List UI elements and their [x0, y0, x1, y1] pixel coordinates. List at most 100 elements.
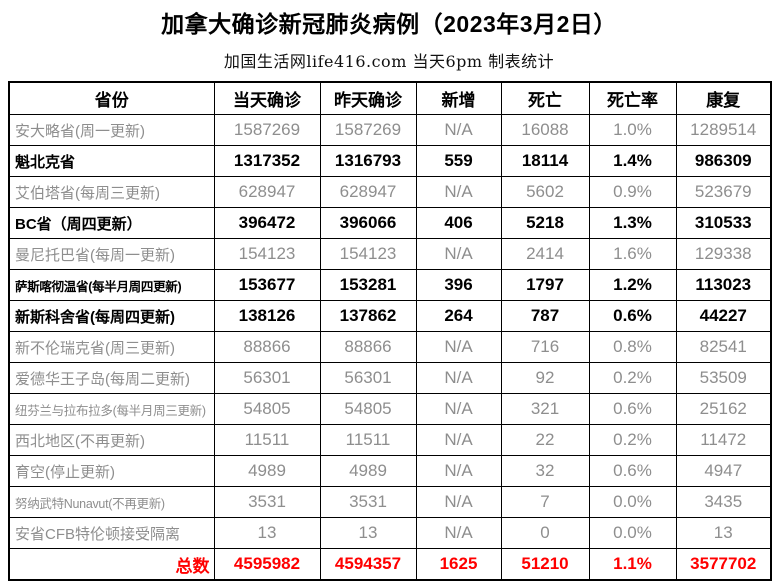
column-header-rate: 死亡率 [588, 81, 677, 115]
death-rate-cell: 0.9% [588, 176, 677, 208]
table-body: 安大略省(周一更新) 1587269 1587269 N/A 16088 1.0… [8, 114, 772, 549]
new-cases-cell: 406 [415, 207, 502, 239]
table-row: 安省CFB特伦顿接受隔离 13 13 N/A 0 0.0% 13 [8, 517, 772, 549]
deaths-cell: 321 [500, 393, 590, 425]
death-rate-cell: 0.8% [588, 331, 677, 363]
page-subtitle: 加国生活网life416.com 当天6pm 制表统计 [223, 52, 555, 71]
new-cases-cell: N/A [415, 455, 502, 487]
column-header-recovered: 康复 [675, 81, 772, 115]
deaths-cell: 7 [500, 486, 590, 518]
today-confirmed-cell: 56301 [213, 362, 321, 394]
yesterday-confirmed-cell: 56301 [319, 362, 417, 394]
yesterday-confirmed-cell: 396066 [319, 207, 417, 239]
total-rate-cell: 1.1% [588, 548, 677, 581]
today-confirmed-cell: 13 [213, 517, 321, 549]
table-row: 新不伦瑞克省(周三更新) 88866 88866 N/A 716 0.8% 82… [8, 331, 772, 363]
today-confirmed-cell: 153677 [213, 269, 321, 301]
today-confirmed-cell: 88866 [213, 331, 321, 363]
covid-cases-table: 省份 当天确诊 昨天确诊 新增 死亡 死亡率 康复 安大略省(周一更新) 158… [8, 81, 772, 581]
recovered-cell: 113023 [675, 269, 772, 301]
province-cell: 安省CFB特伦顿接受隔离 [8, 517, 215, 549]
deaths-cell: 787 [500, 300, 590, 332]
recovered-cell: 11472 [675, 424, 772, 456]
province-cell: 育空(停止更新) [8, 455, 215, 487]
table-row: 纽芬兰与拉布拉多(每半月周三更新) 54805 54805 N/A 321 0.… [8, 393, 772, 425]
death-rate-cell: 0.6% [588, 300, 677, 332]
deaths-cell: 16088 [500, 114, 590, 146]
table-footer: 总数 4595982 4594357 1625 51210 1.1% 35777… [8, 548, 772, 581]
header-row: 省份 当天确诊 昨天确诊 新增 死亡 死亡率 康复 [8, 81, 772, 115]
new-cases-cell: N/A [415, 362, 502, 394]
province-cell: 萨斯喀彻温省(每半月周四更新) [8, 269, 215, 301]
yesterday-confirmed-cell: 3531 [319, 486, 417, 518]
recovered-cell: 310533 [675, 207, 772, 239]
column-header-yesterday: 昨天确诊 [319, 81, 417, 115]
total-deaths-cell: 51210 [500, 548, 590, 581]
deaths-cell: 1797 [500, 269, 590, 301]
death-rate-cell: 1.2% [588, 269, 677, 301]
deaths-cell: 2414 [500, 238, 590, 270]
province-cell: 努纳武特Nunavut(不再更新) [8, 486, 215, 518]
province-cell: 新斯科舍省(每周四更新) [8, 300, 215, 332]
today-confirmed-cell: 138126 [213, 300, 321, 332]
new-cases-cell: N/A [415, 517, 502, 549]
recovered-cell: 13 [675, 517, 772, 549]
column-header-today: 当天确诊 [213, 81, 321, 115]
recovered-cell: 82541 [675, 331, 772, 363]
yesterday-confirmed-cell: 1587269 [319, 114, 417, 146]
province-cell: BC省（周四更新） [8, 207, 215, 239]
recovered-cell: 1289514 [675, 114, 772, 146]
yesterday-confirmed-cell: 153281 [319, 269, 417, 301]
yesterday-confirmed-cell: 4989 [319, 455, 417, 487]
province-cell: 魁北克省 [8, 145, 215, 177]
total-yesterday-cell: 4594357 [319, 548, 417, 581]
new-cases-cell: N/A [415, 114, 502, 146]
today-confirmed-cell: 396472 [213, 207, 321, 239]
yesterday-confirmed-cell: 628947 [319, 176, 417, 208]
table-row: 西北地区(不再更新) 11511 11511 N/A 22 0.2% 11472 [8, 424, 772, 456]
death-rate-cell: 1.0% [588, 114, 677, 146]
province-cell: 曼尼托巴省(每周一更新) [8, 238, 215, 270]
new-cases-cell: 396 [415, 269, 502, 301]
deaths-cell: 92 [500, 362, 590, 394]
recovered-cell: 4947 [675, 455, 772, 487]
new-cases-cell: N/A [415, 238, 502, 270]
yesterday-confirmed-cell: 154123 [319, 238, 417, 270]
deaths-cell: 18114 [500, 145, 590, 177]
deaths-cell: 0 [500, 517, 590, 549]
today-confirmed-cell: 628947 [213, 176, 321, 208]
table-row: 魁北克省 1317352 1316793 559 18114 1.4% 9863… [8, 145, 772, 177]
death-rate-cell: 0.2% [588, 424, 677, 456]
column-header-province: 省份 [8, 81, 215, 115]
province-cell: 艾伯塔省(每周三更新) [8, 176, 215, 208]
yesterday-confirmed-cell: 88866 [319, 331, 417, 363]
today-confirmed-cell: 3531 [213, 486, 321, 518]
recovered-cell: 129338 [675, 238, 772, 270]
total-new-cell: 1625 [415, 548, 502, 581]
yesterday-confirmed-cell: 137862 [319, 300, 417, 332]
yesterday-confirmed-cell: 1316793 [319, 145, 417, 177]
today-confirmed-cell: 1317352 [213, 145, 321, 177]
recovered-cell: 25162 [675, 393, 772, 425]
death-rate-cell: 1.3% [588, 207, 677, 239]
yesterday-confirmed-cell: 11511 [319, 424, 417, 456]
deaths-cell: 716 [500, 331, 590, 363]
total-recovered-cell: 3577702 [675, 548, 772, 581]
table-row: 努纳武特Nunavut(不再更新) 3531 3531 N/A 7 0.0% 3… [8, 486, 772, 518]
province-cell: 纽芬兰与拉布拉多(每半月周三更新) [8, 393, 215, 425]
death-rate-cell: 1.4% [588, 145, 677, 177]
new-cases-cell: N/A [415, 486, 502, 518]
deaths-cell: 5602 [500, 176, 590, 208]
death-rate-cell: 0.0% [588, 486, 677, 518]
table-row: 萨斯喀彻温省(每半月周四更新) 153677 153281 396 1797 1… [8, 269, 772, 301]
recovered-cell: 44227 [675, 300, 772, 332]
yesterday-confirmed-cell: 54805 [319, 393, 417, 425]
recovered-cell: 523679 [675, 176, 772, 208]
deaths-cell: 32 [500, 455, 590, 487]
table-row: 艾伯塔省(每周三更新) 628947 628947 N/A 5602 0.9% … [8, 176, 772, 208]
table-row: 安大略省(周一更新) 1587269 1587269 N/A 16088 1.0… [8, 114, 772, 146]
province-cell: 爱德华王子岛(每周二更新) [8, 362, 215, 394]
total-today-cell: 4595982 [213, 548, 321, 581]
deaths-cell: 5218 [500, 207, 590, 239]
new-cases-cell: N/A [415, 424, 502, 456]
